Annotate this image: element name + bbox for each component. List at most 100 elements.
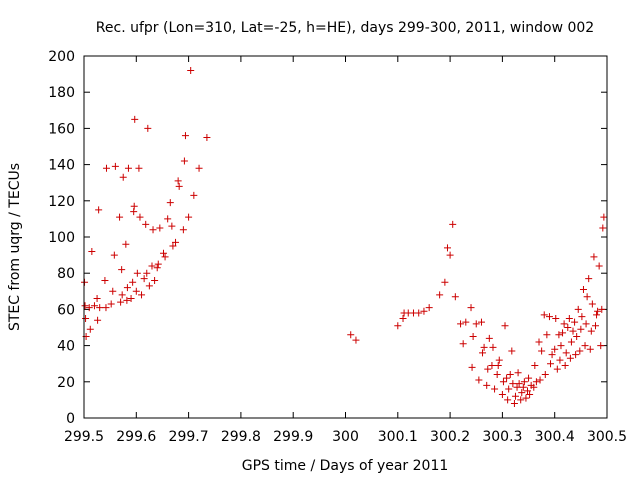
data-point [536, 376, 544, 384]
data-point [469, 333, 477, 341]
data-point [118, 291, 126, 299]
data-point [93, 295, 101, 303]
data-point [547, 360, 555, 368]
data-point [535, 338, 543, 346]
data-point [585, 275, 593, 283]
data-point [538, 347, 546, 355]
data-point [567, 338, 575, 346]
data-point [164, 215, 172, 223]
data-point [583, 293, 591, 301]
data-point [530, 383, 538, 391]
data-point [140, 275, 148, 283]
data-point [578, 313, 586, 321]
data-point [142, 220, 150, 228]
data-point [543, 331, 551, 339]
axis-ticks: 299.5 299.6 299.7 299.8 299.9 300 300.1 300.2 30… [48, 49, 627, 445]
data-point [145, 282, 153, 290]
x-tick-label: 299.6 [116, 429, 156, 445]
data-point [187, 66, 195, 74]
data-point [564, 324, 572, 331]
data-point [161, 253, 169, 261]
y-tick-label: 180 [48, 85, 75, 101]
x-tick-label: 299.8 [221, 429, 261, 445]
data-point [153, 264, 161, 272]
data-point [548, 351, 556, 359]
data-point [551, 345, 559, 353]
data-point [513, 383, 521, 391]
data-point [443, 244, 451, 252]
data-point [495, 356, 503, 364]
data-point [446, 251, 454, 259]
data-point [472, 320, 480, 328]
data-point [180, 157, 188, 165]
data-point [569, 327, 577, 335]
data-point [574, 305, 582, 313]
x-tick-label: 300.2 [430, 429, 470, 445]
data-point [587, 327, 595, 335]
data-point [511, 392, 519, 400]
data-point [175, 182, 183, 190]
data-point [149, 226, 157, 234]
data-point [560, 320, 568, 328]
x-tick-label: 300.4 [535, 429, 575, 445]
data-point [172, 238, 180, 246]
data-point [123, 296, 131, 304]
y-tick-label: 80 [57, 266, 75, 282]
data-point [588, 300, 596, 308]
data-point [81, 302, 89, 310]
data-point [491, 385, 499, 393]
y-tick-label: 160 [48, 121, 75, 137]
data-point [195, 164, 203, 172]
data-point [136, 213, 144, 221]
data-point [90, 302, 98, 310]
data-point [156, 224, 164, 232]
data-point [129, 278, 137, 286]
data-point [169, 242, 177, 250]
data-point [493, 371, 501, 379]
data-point [571, 318, 579, 326]
data-point [488, 362, 496, 370]
y-tick-label: 200 [48, 49, 75, 65]
data-point [600, 213, 608, 221]
data-point [138, 291, 146, 299]
data-point [553, 365, 561, 373]
y-tick-label: 140 [48, 158, 75, 174]
data-point [81, 278, 89, 286]
data-point [107, 300, 115, 308]
data-point [519, 383, 527, 391]
x-tick-label: 300.5 [587, 429, 627, 445]
y-tick-label: 60 [57, 302, 75, 318]
data-point [591, 322, 599, 330]
data-point [441, 278, 449, 286]
data-point [185, 213, 193, 221]
data-point [503, 374, 511, 382]
data-point [552, 314, 560, 322]
data-point [468, 363, 476, 371]
data-point [540, 311, 548, 319]
data-point [559, 329, 567, 337]
data-point [577, 325, 585, 333]
data-point [590, 253, 598, 261]
data-point [467, 304, 475, 312]
data-point [117, 298, 125, 306]
data-point [514, 369, 522, 377]
data-point [203, 133, 211, 141]
data-point [510, 400, 518, 408]
data-point [479, 349, 487, 357]
data-point [95, 206, 103, 214]
data-point [133, 269, 141, 277]
data-point [94, 316, 102, 324]
data-point [499, 378, 507, 386]
data-point [508, 347, 516, 355]
data-point [576, 347, 584, 355]
data-point [451, 293, 459, 301]
data-point [109, 287, 117, 295]
x-tick-label: 300.3 [482, 429, 522, 445]
data-point [151, 276, 159, 284]
data-point [101, 276, 109, 284]
data-point [462, 318, 470, 326]
data-point [555, 331, 563, 339]
data-point [154, 260, 162, 268]
data-point [352, 336, 360, 344]
